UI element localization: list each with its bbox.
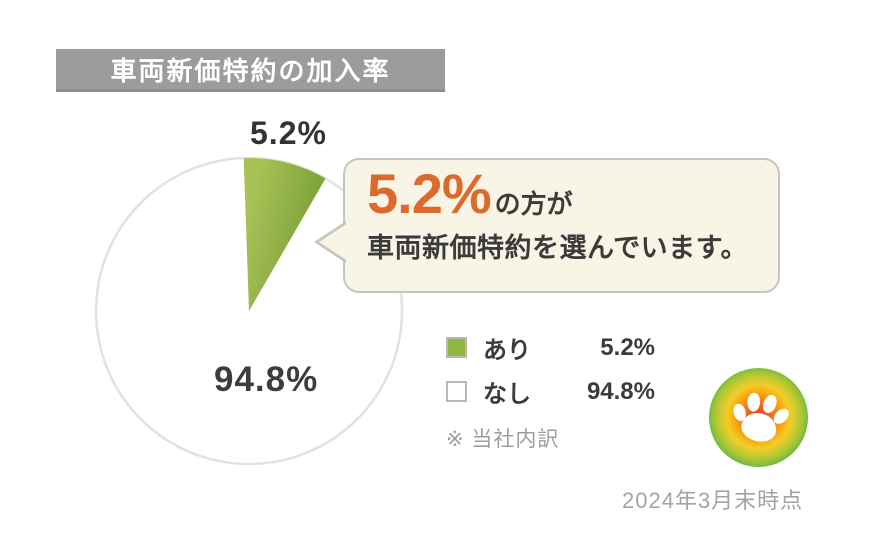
legend-swatch-ari bbox=[446, 337, 467, 358]
legend-value-ari: 5.2% bbox=[600, 333, 655, 361]
legend-swatch-nashi bbox=[446, 381, 467, 402]
callout-highlight-value: 5.2% bbox=[367, 162, 492, 225]
pie-label-nashi: 94.8% bbox=[214, 360, 319, 399]
callout-line1: 5.2% の方が bbox=[367, 166, 758, 222]
callout-bubble: 5.2% の方が 車両新価特約を選んでいます。 bbox=[314, 158, 780, 293]
callout-suffix-text: の方が bbox=[494, 189, 573, 219]
legend-label-ari: あり bbox=[483, 337, 531, 364]
legend-label-nashi: なし bbox=[483, 381, 531, 408]
callout-message: 車両新価特約を選んでいます。 bbox=[367, 233, 748, 263]
legend-item-nashi: なし 94.8% bbox=[446, 374, 656, 409]
paw-icon bbox=[732, 392, 789, 442]
as-of-date: 2024年3月末時点 bbox=[622, 488, 804, 513]
legend-note: ※ 当社内訳 bbox=[446, 428, 560, 451]
pie-label-ari: 5.2% bbox=[250, 115, 327, 151]
callout-tail bbox=[319, 223, 348, 261]
paw-logo bbox=[709, 368, 808, 467]
title-banner: 車両新価特約の加入率 bbox=[56, 49, 445, 92]
legend: あり 5.2% なし 94.8% ※ 当社内訳 bbox=[446, 330, 656, 453]
pie-slice-ari bbox=[243, 158, 326, 311]
legend-item-ari: あり 5.2% bbox=[446, 330, 656, 365]
legend-value-nashi: 94.8% bbox=[586, 377, 655, 405]
page-title: 車両新価特約の加入率 bbox=[110, 55, 391, 86]
